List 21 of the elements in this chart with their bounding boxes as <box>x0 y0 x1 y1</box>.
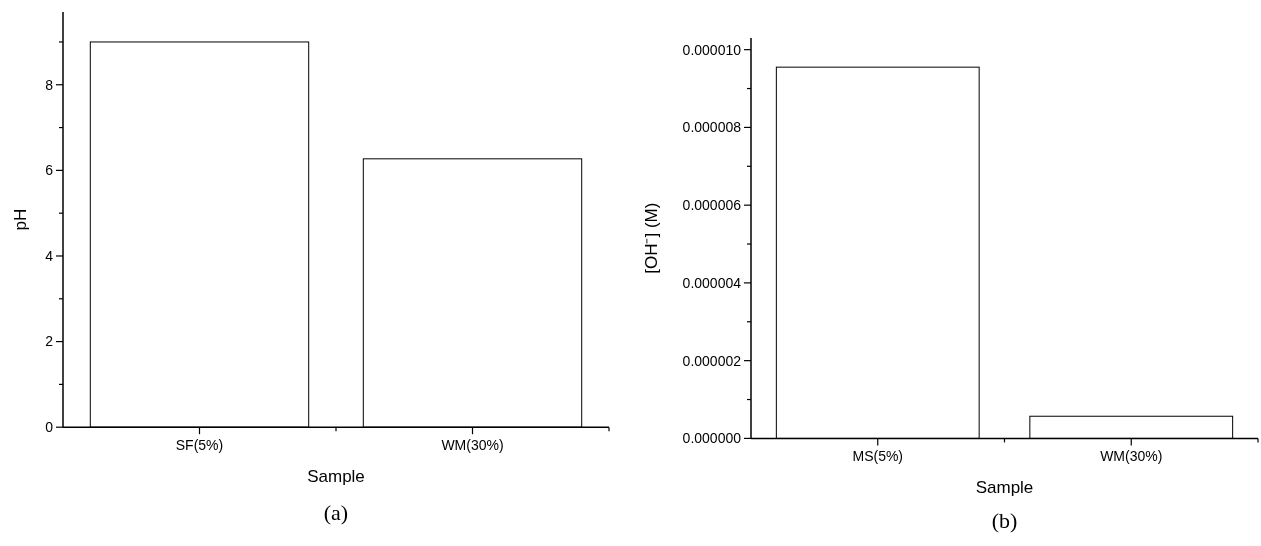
y-tick-label: 6 <box>45 162 54 179</box>
y-axis-title: [OH⁻] (M) <box>642 202 661 274</box>
y-tick-label: 0 <box>45 419 54 436</box>
y-axis-title: pH <box>11 208 30 231</box>
x-axis-title: Sample <box>975 478 1034 498</box>
x-tick-label: WM(30%) <box>441 437 504 454</box>
y-tick-label: 4 <box>45 247 54 264</box>
y-tick-label: 0.000002 <box>682 352 742 369</box>
y-tick-label: 0.000004 <box>682 274 742 291</box>
y-tick-label: 0.000008 <box>682 119 742 136</box>
y-tick-label: 0.000010 <box>682 41 742 58</box>
y-tick-label: 0.000006 <box>682 197 742 214</box>
y-tick-label: 8 <box>45 76 54 93</box>
x-tick-label: WM(30%) <box>1100 448 1163 465</box>
y-tick-label: 2 <box>45 333 54 350</box>
text: (a) <box>323 500 349 525</box>
x-tick-label: MS(5%) <box>852 448 904 465</box>
x-axis-title: Sample <box>307 467 365 487</box>
x-tick-label: SF(5%) <box>175 437 224 454</box>
text: (b) <box>991 508 1018 533</box>
y-tick-label: 0.000000 <box>682 430 742 447</box>
